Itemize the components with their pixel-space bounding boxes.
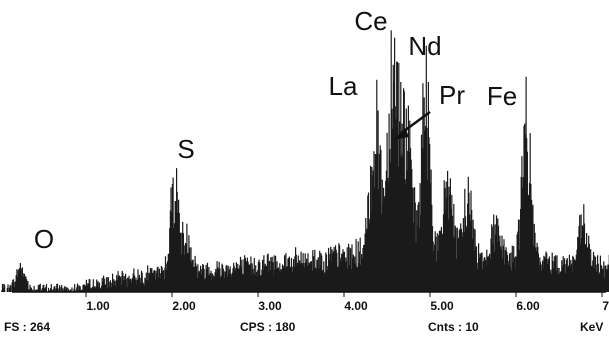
x-tick-label-6: 7.00 <box>602 299 609 313</box>
x-tick-label-5: 6.00 <box>516 299 540 313</box>
peak-label-ce: Ce <box>354 6 387 36</box>
x-tick-label-4: 5.00 <box>430 299 454 313</box>
cps-readout: CPS : 180 <box>240 320 296 334</box>
fs-readout: FS : 264 <box>4 320 50 334</box>
peak-label-o: O <box>34 224 54 254</box>
x-tick-label-3: 4.00 <box>344 299 368 313</box>
peak-label-la: La <box>329 71 358 101</box>
spectrum-trace <box>1 30 609 292</box>
spectrum-counts-path <box>1 30 609 292</box>
x-axis-ticks: 1.00 2.00 3.00 4.00 5.00 6.00 7.00 <box>85 292 609 313</box>
peak-label-pr: Pr <box>439 80 465 110</box>
peak-label-nd: Nd <box>408 31 441 61</box>
cnts-readout: Cnts : 10 <box>428 320 479 334</box>
peak-labels: O S La Ce Pr Nd Fe <box>34 6 517 254</box>
x-tick-label-1: 2.00 <box>172 299 196 313</box>
x-tick-label-0: 1.00 <box>86 299 110 313</box>
peak-label-fe: Fe <box>487 81 517 111</box>
pr-arrowhead <box>393 128 409 140</box>
peak-label-s: S <box>177 134 194 164</box>
x-tick-label-2: 3.00 <box>258 299 282 313</box>
energy-unit-label: KeV <box>580 320 603 334</box>
